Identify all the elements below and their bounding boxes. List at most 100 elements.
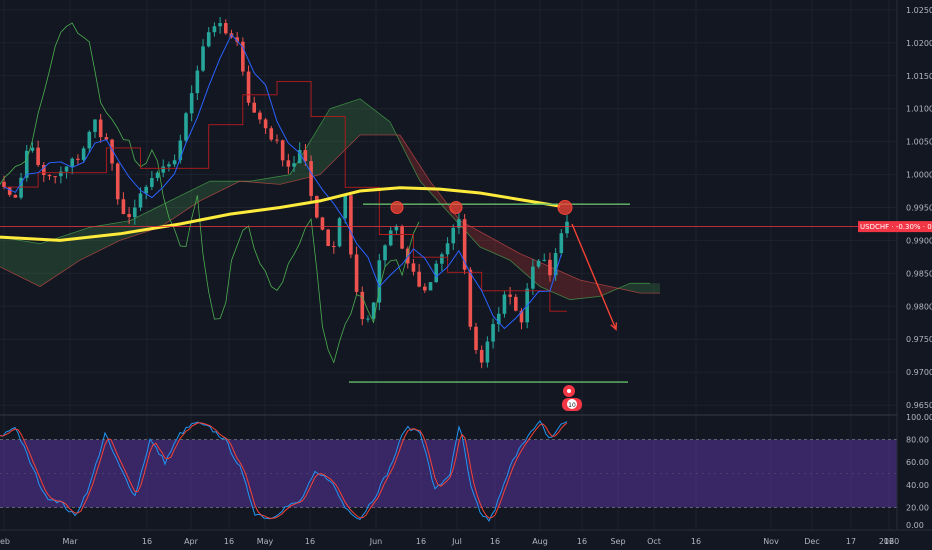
price-tick-label: 0.96500	[906, 401, 932, 410]
candle-body	[508, 294, 512, 297]
candle-body	[115, 163, 120, 200]
candle-body	[59, 171, 63, 177]
event-count: 10	[568, 402, 576, 409]
price-tick-label: 1.00500	[906, 138, 932, 147]
candle-body	[423, 286, 427, 291]
candle-body	[167, 164, 171, 167]
price-axis[interactable]: 1.02500 1.02000 1.01500 1.01000 1.00500 1.000…	[906, 6, 932, 410]
candle-body	[7, 187, 12, 195]
oscillator-band	[0, 439, 897, 508]
peak-marker	[390, 201, 404, 214]
time-tick-label: Dec	[804, 537, 819, 546]
candle-body	[110, 139, 114, 164]
time-tick-label: 2020	[879, 537, 899, 546]
time-tick-label: 16	[416, 537, 426, 546]
candle-body	[303, 150, 308, 162]
peak-marker	[557, 200, 573, 215]
candle-body	[451, 227, 456, 244]
time-tick-label: Jul	[451, 537, 462, 546]
candle-body	[30, 147, 35, 151]
candle-body	[241, 41, 245, 72]
candle-body	[354, 254, 359, 292]
candle-body	[292, 163, 296, 167]
candle-body	[235, 37, 239, 42]
candle-body	[155, 172, 160, 179]
price-tick-label: 1.01500	[906, 72, 932, 81]
time-tick-label: Nov	[763, 537, 779, 546]
symbol-price-tag: USDCHF · -0.30% · 0.99210	[858, 221, 932, 233]
candle-body	[70, 158, 75, 167]
candle-body	[371, 302, 376, 319]
candle-body	[42, 165, 46, 176]
candle-body	[201, 46, 205, 71]
oscillator-axis[interactable]: 100.00 80.00 60.00 40.00 20.00 0.00	[906, 413, 932, 530]
candle-body	[491, 324, 495, 342]
event-badge[interactable]: 10	[562, 385, 582, 411]
candle-body	[189, 93, 194, 114]
ichimoku-cloud	[0, 98, 660, 301]
peak-marker	[449, 201, 463, 214]
candle-body	[496, 313, 501, 325]
candle-body	[47, 175, 52, 177]
candle-body	[468, 269, 473, 327]
candle-body	[36, 147, 40, 166]
time-tick-label: Apr	[184, 537, 199, 546]
candle-body	[218, 23, 222, 27]
candle-body	[531, 266, 535, 289]
candle-body	[332, 246, 336, 248]
time-tick-label: Oct	[647, 537, 661, 546]
candle-body	[275, 139, 279, 141]
candle-body	[297, 150, 302, 164]
candle-body	[195, 70, 200, 94]
down-arrow-line[interactable]	[571, 223, 617, 330]
candle-body	[24, 150, 29, 178]
chikou-span-line	[0, 22, 420, 364]
candle-body	[485, 341, 490, 363]
candle-body	[269, 128, 274, 140]
candle-body	[337, 218, 342, 247]
candle-body	[87, 131, 92, 149]
time-tick-label: 16	[884, 537, 894, 546]
candle-body	[309, 161, 313, 196]
candle-body	[127, 214, 131, 218]
time-tick-label: Jun	[369, 537, 383, 546]
candle-body	[519, 310, 524, 323]
candle-body	[320, 217, 325, 230]
candle-body	[121, 199, 126, 215]
candlesticks	[2, 16, 569, 369]
candle-body	[440, 254, 444, 264]
oscillator-tick-label: 60.00	[906, 458, 929, 467]
candle-body	[138, 193, 143, 208]
candle-body	[479, 349, 484, 363]
time-tick-label: 16	[577, 537, 587, 546]
candle-body	[445, 243, 450, 255]
candle-body	[19, 177, 23, 198]
candle-body	[206, 32, 211, 47]
price-tick-label: 1.02500	[906, 6, 932, 15]
candle-body	[462, 219, 467, 270]
candle-body	[377, 260, 382, 303]
candle-body	[104, 137, 109, 140]
candle-body	[417, 271, 421, 287]
candle-body	[161, 166, 166, 173]
time-axis[interactable]: eb Mar 16 Apr 16 May 16 Jun 16 Jul 16 Aug 16 Sep Oct 16…	[0, 537, 899, 546]
time-tick-label: 16	[305, 537, 315, 546]
event-marker-dot	[567, 389, 571, 393]
oscillator-tick-label: 100.00	[906, 413, 932, 422]
candle-body	[263, 119, 268, 129]
candle-body	[343, 195, 348, 219]
candle-body	[548, 259, 552, 276]
candle-body	[178, 140, 183, 161]
candle-body	[98, 119, 103, 138]
candle-body	[559, 233, 564, 254]
down-arrow-head	[610, 322, 618, 331]
candle-body	[212, 26, 217, 33]
candle-body	[81, 148, 86, 160]
time-tick-label: 16	[490, 537, 500, 546]
